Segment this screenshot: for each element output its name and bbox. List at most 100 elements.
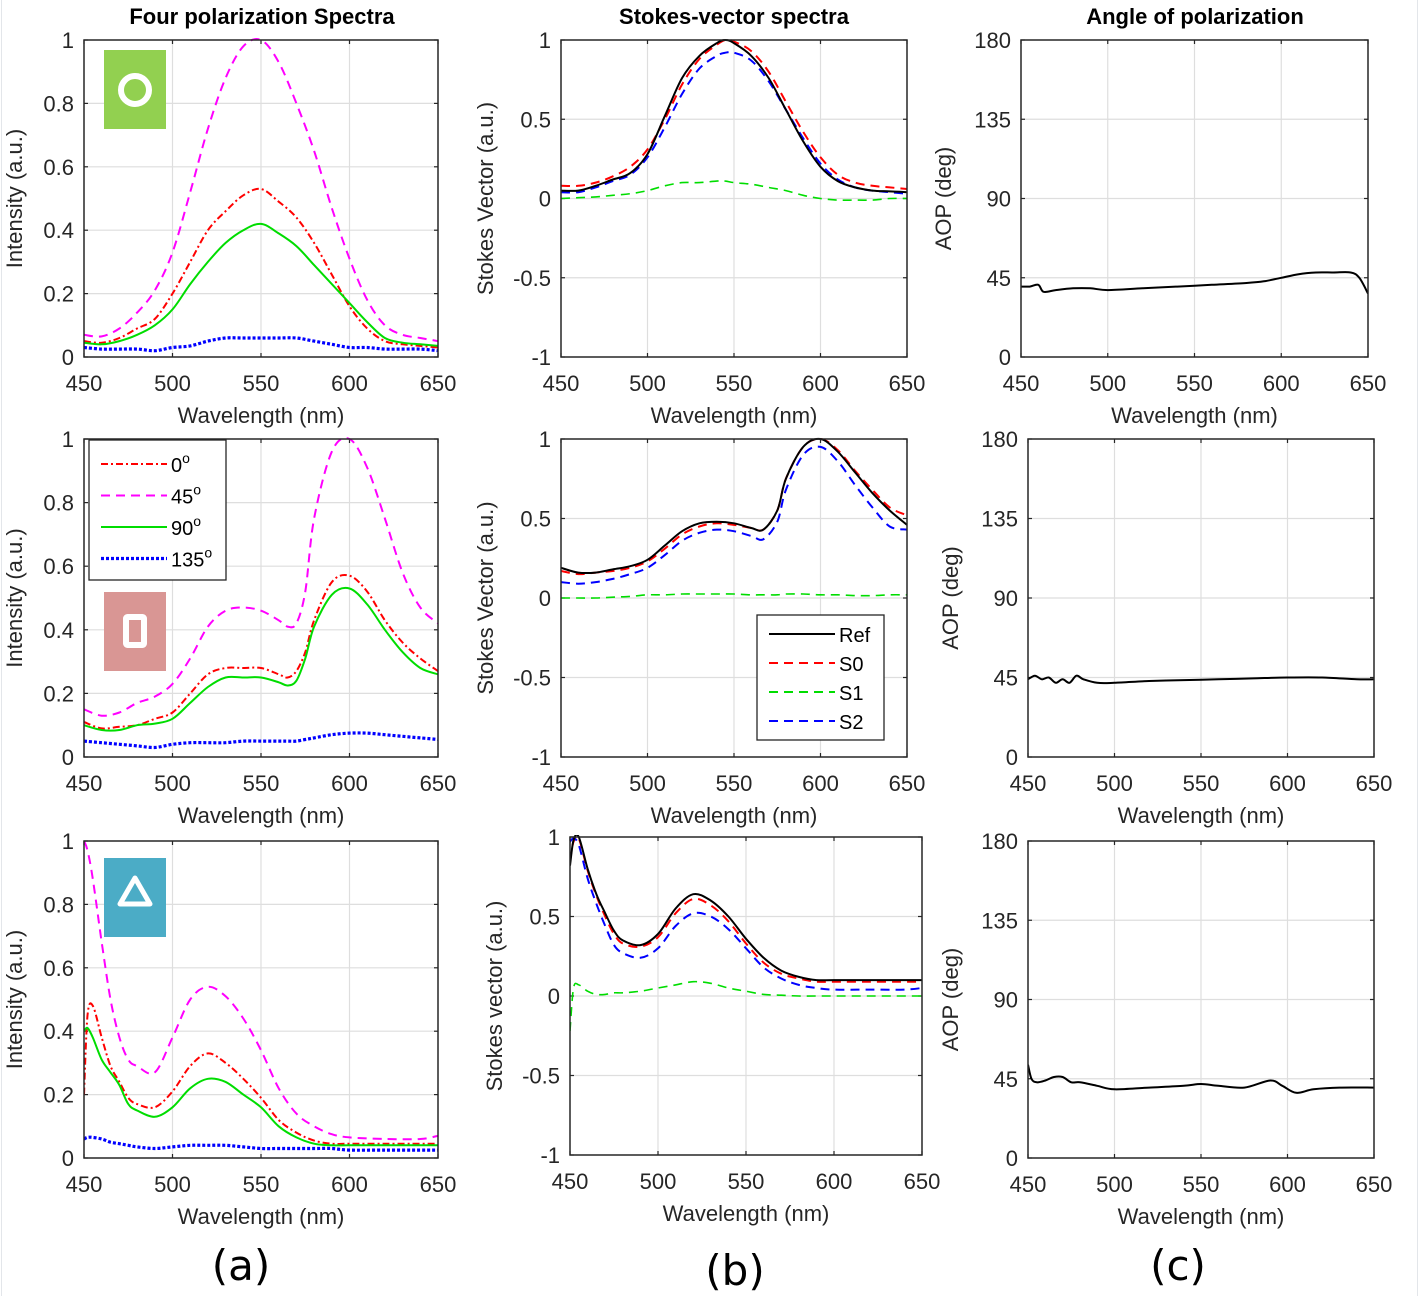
y-axis-label: AOP (deg) [938, 948, 963, 1052]
series-line-0 [84, 1002, 438, 1145]
y-tick-label: 0 [1006, 1146, 1018, 1171]
x-tick-label: 550 [1183, 1172, 1220, 1197]
y-tick-label: 0 [62, 745, 74, 770]
x-axis-label: Wavelength (nm) [651, 803, 818, 828]
x-tick-label: 500 [154, 371, 191, 396]
x-tick-label: 500 [154, 1172, 191, 1197]
x-tick-label: 500 [154, 771, 191, 796]
y-tick-label: 90 [994, 988, 1018, 1013]
axes-frame [83, 840, 439, 1159]
y-tick-label: -1 [531, 745, 551, 770]
triangle-glyph [117, 875, 153, 907]
plot-c2: 450 500 550 600 650 0 45 90 135 180 Wavelength (nm… [938, 427, 1392, 828]
plot-b1: 450 500 550 600 650 -1 -0.5 0 0.5 1 Wavelength (nm… [473, 28, 925, 428]
y-tick-label: 0.8 [43, 91, 74, 116]
x-tick-label: 600 [816, 1169, 853, 1194]
series-line-aop [1021, 271, 1368, 295]
series-line-45 [84, 38, 438, 343]
y-tick-label: -1 [540, 1143, 560, 1168]
x-tick-label: 600 [1269, 771, 1306, 796]
y-tick-label: 135 [974, 107, 1011, 132]
y-tick-label: 90 [994, 586, 1018, 611]
badge-background [104, 50, 166, 129]
y-tick-label: -0.5 [513, 666, 551, 691]
y-tick-label: 0 [539, 586, 551, 611]
x-tick-label: 600 [331, 771, 368, 796]
axes-frame [1027, 840, 1375, 1159]
y-tick-label: 90 [987, 187, 1011, 212]
x-tick-label: 450 [1010, 771, 1047, 796]
axes-frame [560, 438, 908, 758]
axes-frame [83, 438, 439, 758]
y-tick-label: 0.8 [43, 491, 74, 516]
y-tick-label: 0.4 [43, 618, 74, 643]
circle-icon [104, 50, 166, 129]
series-line-s2 [561, 50, 907, 195]
y-tick-label: 180 [981, 427, 1018, 452]
series-line-ref [561, 437, 907, 575]
y-tick-label: 0 [62, 1146, 74, 1171]
series-line-135 [84, 731, 438, 750]
x-tick-label: 600 [802, 371, 839, 396]
series-line-90 [84, 586, 438, 732]
x-tick-label: 650 [420, 1172, 457, 1197]
plot-b2: 450 500 550 600 650 -1 -0.5 0 0.5 1 Wavelength (nm… [473, 427, 925, 828]
plot-a1: 450 500 550 600 650 0 0.2 0.4 0.6 0.8 1 Wavelength … [2, 28, 456, 428]
series-line-s2 [570, 837, 922, 991]
y-axis-label: Intensity (a.u.) [2, 129, 27, 268]
x-tick-label: 550 [716, 371, 753, 396]
y-tick-label: 1 [539, 28, 551, 53]
x-tick-label: 650 [889, 771, 926, 796]
legend: Ref S0 S1 S2 [756, 614, 885, 741]
series-line-ref [570, 835, 922, 982]
x-tick-label: 550 [243, 371, 280, 396]
y-tick-label: 0.6 [43, 956, 74, 981]
x-axis-label: Wavelength (nm) [651, 403, 818, 428]
plot-c3: 450 500 550 600 650 0 45 90 135 180 Wavelength (nm… [938, 829, 1392, 1229]
column-title-a: Four polarization Spectra [129, 4, 395, 29]
panel-label-b: (b) [705, 1246, 764, 1295]
x-tick-label: 600 [331, 371, 368, 396]
x-tick-label: 450 [552, 1169, 589, 1194]
axes-frame [560, 39, 908, 358]
y-tick-label: 180 [981, 829, 1018, 854]
legend-box [756, 614, 885, 741]
x-tick-label: 650 [1350, 371, 1387, 396]
series-line-90 [84, 222, 438, 347]
series-line-135 [84, 1135, 438, 1152]
y-tick-label: 1 [62, 427, 74, 452]
axes-frame [569, 836, 923, 1156]
x-tick-label: 550 [1176, 371, 1213, 396]
x-tick-label: 500 [1096, 1172, 1133, 1197]
x-tick-label: 500 [629, 371, 666, 396]
legend-entry: S1 [839, 683, 863, 705]
x-tick-label: 650 [420, 771, 457, 796]
x-axis-label: Wavelength (nm) [178, 403, 345, 428]
series-line-45 [84, 840, 438, 1141]
x-tick-label: 550 [243, 1172, 280, 1197]
y-tick-label: -0.5 [513, 266, 551, 291]
x-tick-label: 500 [629, 771, 666, 796]
y-tick-label: 135 [981, 507, 1018, 532]
series-line-s1 [570, 980, 922, 1032]
x-tick-label: 550 [243, 771, 280, 796]
y-tick-label: 0.6 [43, 554, 74, 579]
series-line-0 [84, 187, 438, 349]
y-tick-label: 45 [987, 266, 1011, 291]
x-tick-label: 500 [1096, 771, 1133, 796]
x-tick-label: 650 [1356, 771, 1393, 796]
circle-glyph [118, 73, 152, 107]
y-tick-label: 135 [981, 908, 1018, 933]
panel-label-a: (a) [212, 1241, 271, 1290]
panel-label-c: (c) [1150, 1241, 1206, 1290]
y-tick-label: 0.5 [520, 107, 551, 132]
x-tick-label: 450 [66, 1172, 103, 1197]
plot-a2: 450 500 550 600 650 0 0.2 0.4 0.6 0.8 1 Wavelength … [2, 427, 456, 828]
axes-frame [83, 39, 439, 358]
badge-background [104, 592, 166, 671]
y-tick-label: 0.2 [43, 681, 74, 706]
x-tick-label: 450 [1010, 1172, 1047, 1197]
column-title-b: Stokes-vector spectra [619, 4, 850, 29]
series-line-s1 [561, 180, 907, 201]
series-line-90 [84, 1026, 438, 1147]
